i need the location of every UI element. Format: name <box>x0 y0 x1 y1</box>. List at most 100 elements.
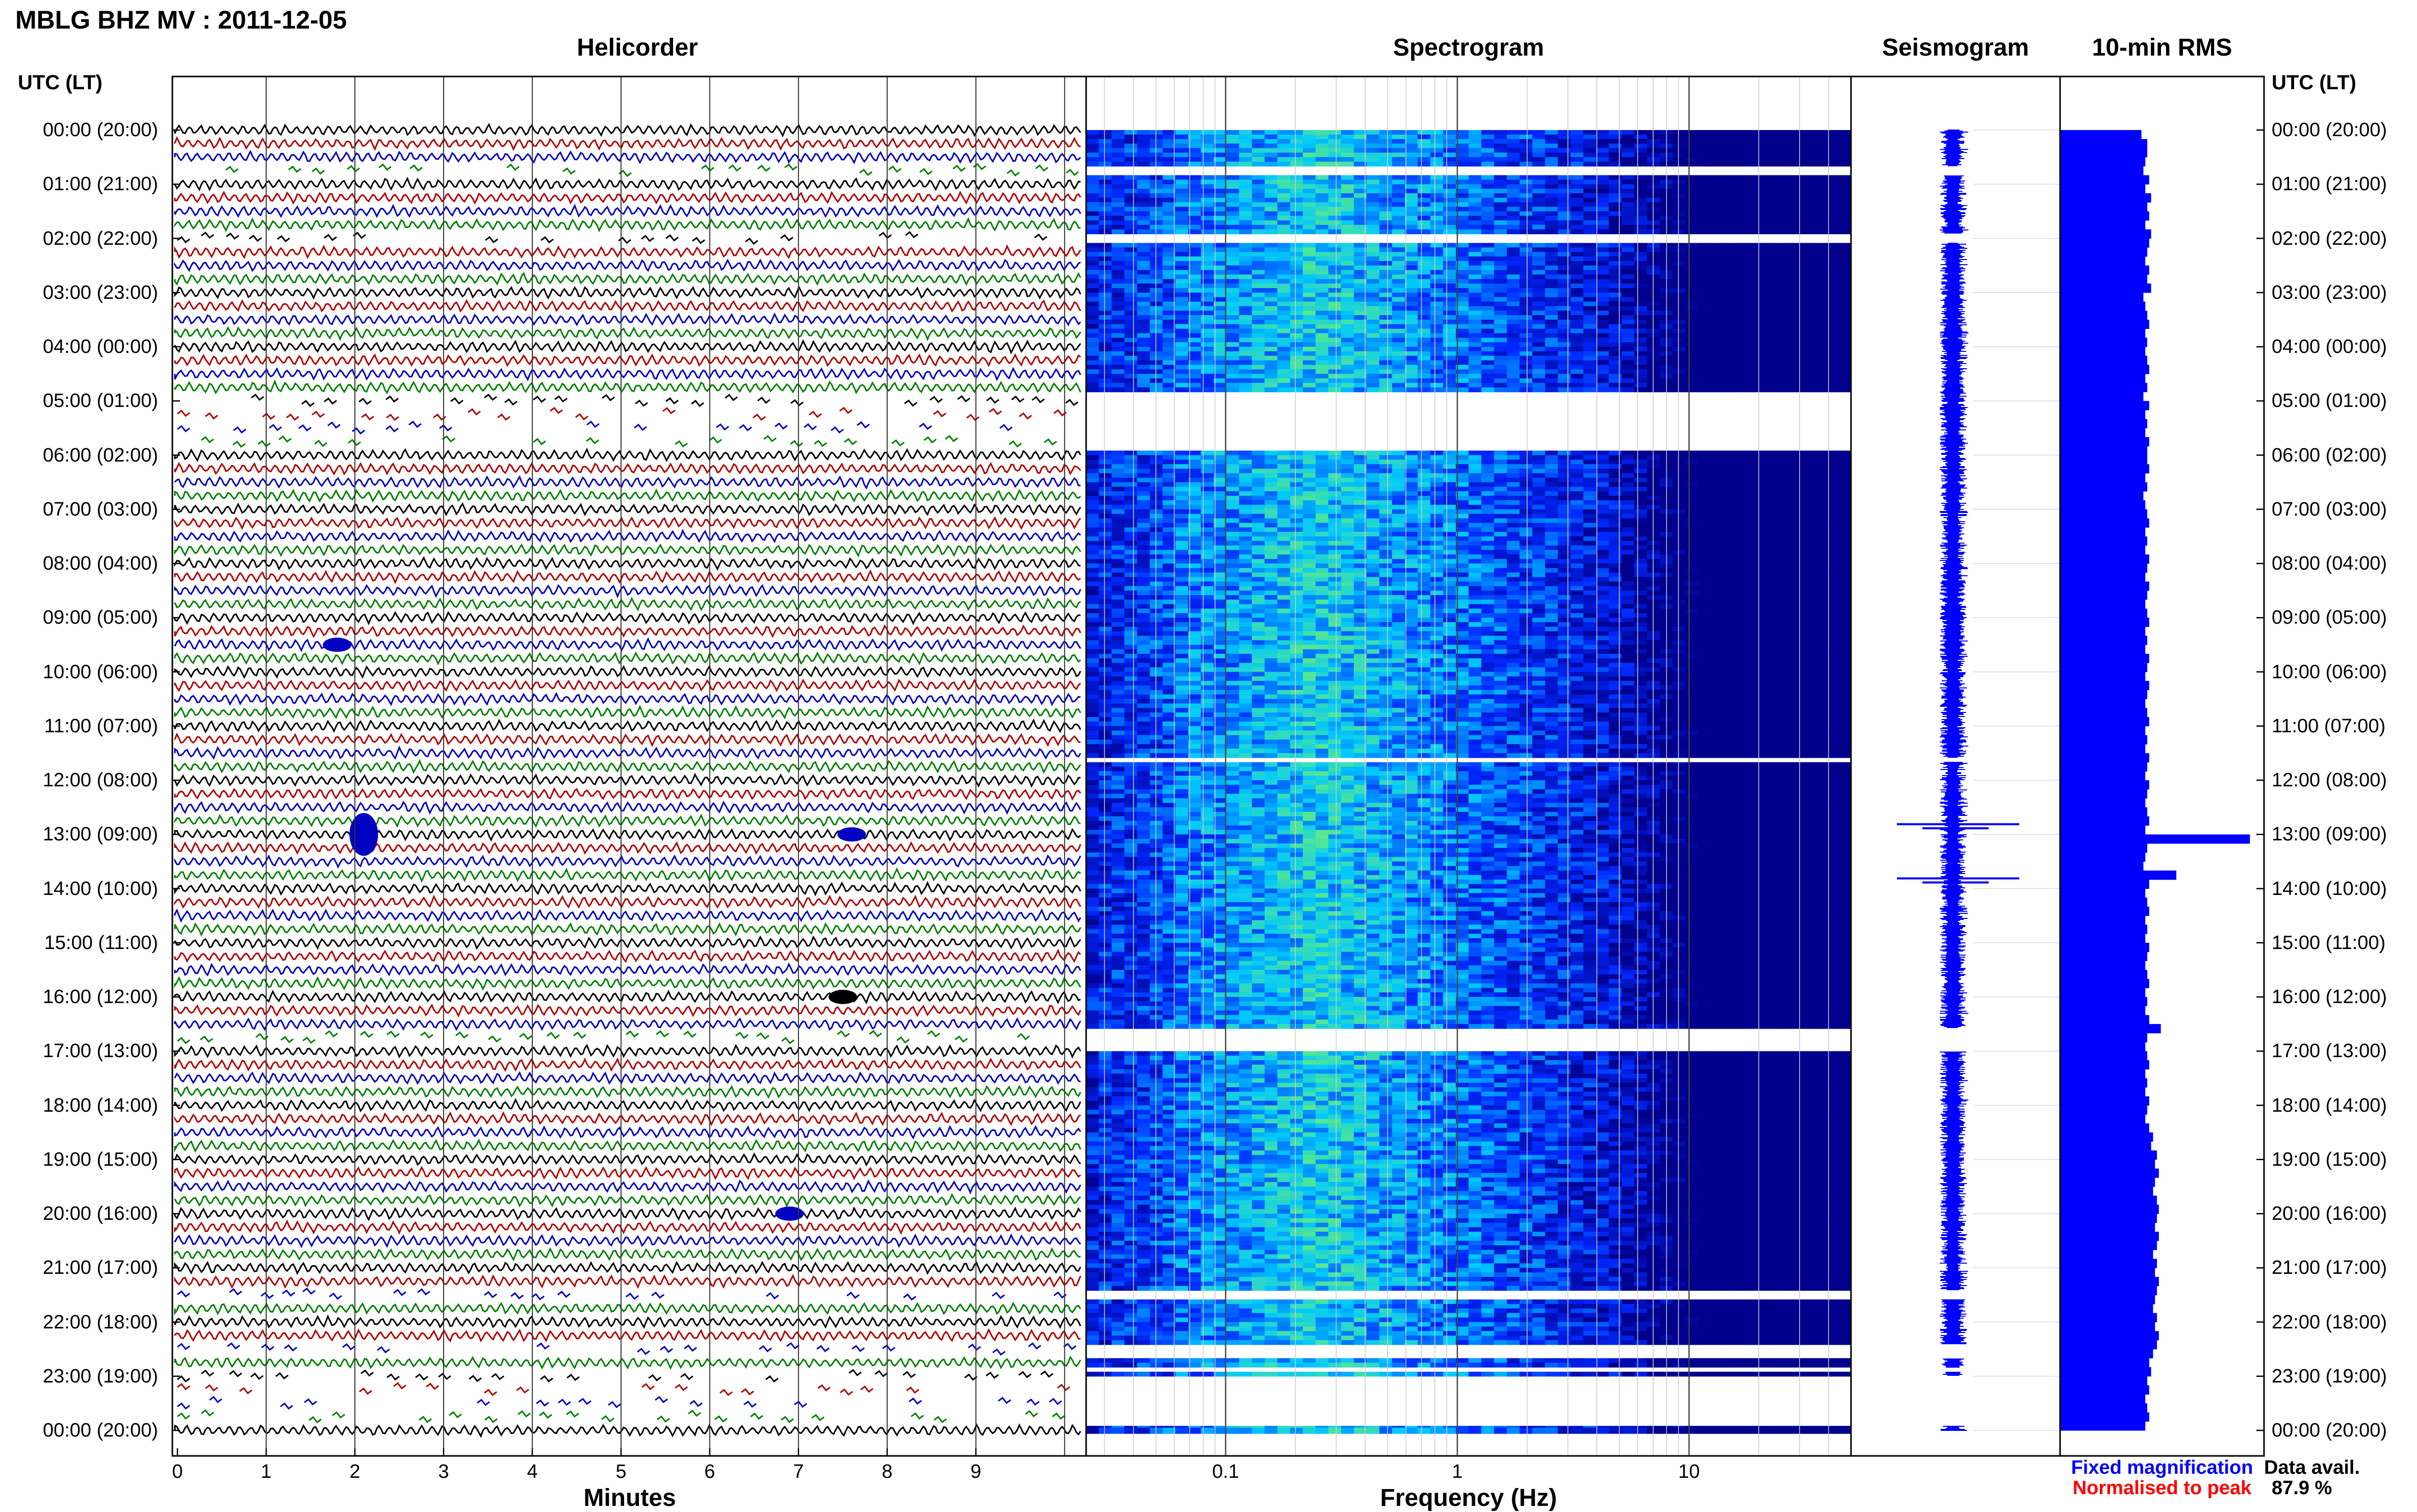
spectrogram-cell <box>1571 148 1584 153</box>
spectrogram-cell <box>1507 333 1520 338</box>
spectrogram-cell <box>1367 351 1380 356</box>
spectrogram-cell <box>1188 469 1201 474</box>
spectrogram-cell <box>1622 216 1635 221</box>
spectrogram-cell <box>1265 382 1278 388</box>
spectrogram-cell <box>1252 374 1265 379</box>
spectrogram-cell <box>1137 477 1150 483</box>
spectrogram-cell <box>1265 338 1278 343</box>
spectrogram-cell <box>1430 324 1444 329</box>
spectrogram-cell <box>1736 261 1750 266</box>
spectrogram-cell <box>1316 197 1329 203</box>
spectrogram-cell <box>1685 162 1699 167</box>
spectrogram-cell <box>1252 532 1265 537</box>
spectrogram-cell <box>1545 500 1558 505</box>
spectrogram-cell <box>1507 224 1520 230</box>
spectrogram-cell <box>1099 301 1112 306</box>
spectrogram-cell <box>1481 459 1495 465</box>
spectrogram-cell <box>1825 216 1839 221</box>
spectrogram-cell <box>1634 509 1648 515</box>
spectrogram-cell <box>1265 324 1278 329</box>
spectrogram-cell <box>1685 550 1699 555</box>
spectrogram-cell <box>1749 550 1762 555</box>
spectrogram-cell <box>1354 360 1367 366</box>
spectrogram-cell <box>1303 279 1316 284</box>
spectrogram-cell <box>1673 284 1686 289</box>
spectrogram-cell <box>1367 450 1380 456</box>
spectrogram-cell <box>1787 509 1801 515</box>
spectrogram-cell <box>1379 157 1393 162</box>
spectrogram-cell <box>1188 152 1201 158</box>
spectrogram-cell <box>1736 130 1750 135</box>
spectrogram-cell <box>1201 523 1214 528</box>
spectrogram-cell <box>1800 162 1813 167</box>
spectrogram-cell <box>1494 486 1507 492</box>
spectrogram-cell <box>1787 347 1801 352</box>
spectrogram-cell <box>1303 338 1316 343</box>
spectrogram-cell <box>1609 577 1622 582</box>
spectrogram-cell <box>1150 207 1163 212</box>
spectrogram-cell <box>1596 211 1609 216</box>
spectrogram-cell <box>1354 369 1367 374</box>
spectrogram-cell <box>1520 355 1533 361</box>
spectrogram-cell <box>1622 297 1635 302</box>
spectrogram-cell <box>1290 338 1303 343</box>
spectrogram-cell <box>1303 568 1316 573</box>
spectrogram-cell <box>1494 545 1507 551</box>
spectrogram-cell <box>1520 279 1533 284</box>
spectrogram-cell <box>1825 247 1839 252</box>
spectrogram-cell <box>1201 382 1214 388</box>
spectrogram-cell <box>1775 152 1788 158</box>
spectrogram-cell <box>1775 378 1788 383</box>
spectrogram-cell <box>1469 247 1482 252</box>
spectrogram-cell <box>1112 486 1125 492</box>
spectrogram-cell <box>1328 274 1342 279</box>
spectrogram-cell <box>1443 211 1456 216</box>
spectrogram-cell <box>1456 256 1469 262</box>
spectrogram-cell <box>1430 559 1444 564</box>
spectrogram-cell <box>1596 134 1609 140</box>
spectrogram-cell <box>1825 184 1839 189</box>
spectrogram-cell <box>1124 328 1138 334</box>
spectrogram-cell <box>1813 387 1826 393</box>
spectrogram-cell <box>1392 568 1405 573</box>
spectrogram-cell <box>1469 500 1482 505</box>
spectrogram-cell <box>1418 162 1431 167</box>
spectrogram-cell <box>1175 284 1189 289</box>
spectrogram-cell <box>1239 333 1252 338</box>
spectrogram-cell <box>1622 224 1635 230</box>
spectrogram-cell <box>1303 541 1316 546</box>
spectrogram-cell <box>1749 284 1762 289</box>
spectrogram-cell <box>1545 211 1558 216</box>
spectrogram-cell <box>1290 365 1303 370</box>
spectrogram-cell <box>1163 477 1176 483</box>
spectrogram-cell <box>1507 211 1520 216</box>
spectrogram-cell <box>1341 180 1354 185</box>
spectrogram-cell <box>1112 469 1125 474</box>
spectrogram-cell <box>1622 143 1635 149</box>
spectrogram-cell <box>1724 301 1737 306</box>
spectrogram-cell <box>1800 152 1813 158</box>
spectrogram-cell <box>1175 382 1189 388</box>
spectrogram-cell <box>1150 477 1163 483</box>
spectrogram-cell <box>1175 175 1189 180</box>
spectrogram-cell <box>1418 288 1431 293</box>
spectrogram-cell <box>1596 518 1609 523</box>
spectrogram-cell <box>1252 577 1265 582</box>
spectrogram-cell <box>1698 333 1711 338</box>
spectrogram-cell <box>1201 301 1214 306</box>
spectrogram-cell <box>1787 301 1801 306</box>
spectrogram-cell <box>1813 252 1826 257</box>
spectrogram-cell <box>1507 504 1520 510</box>
spectrogram-cell <box>1175 297 1189 302</box>
spectrogram-cell <box>1647 288 1660 293</box>
spectrogram-cell <box>1163 455 1176 460</box>
spectrogram-cell <box>1520 315 1533 320</box>
spectrogram-cell <box>1724 315 1737 320</box>
spectrogram-cell <box>1609 139 1622 144</box>
spectrogram-cell <box>1137 541 1150 546</box>
spectrogram-cell <box>1252 504 1265 510</box>
spectrogram-cell <box>1787 577 1801 582</box>
spectrogram-cell <box>1685 491 1699 496</box>
spectrogram-cell <box>1724 500 1737 505</box>
spectrogram-cell <box>1469 270 1482 275</box>
